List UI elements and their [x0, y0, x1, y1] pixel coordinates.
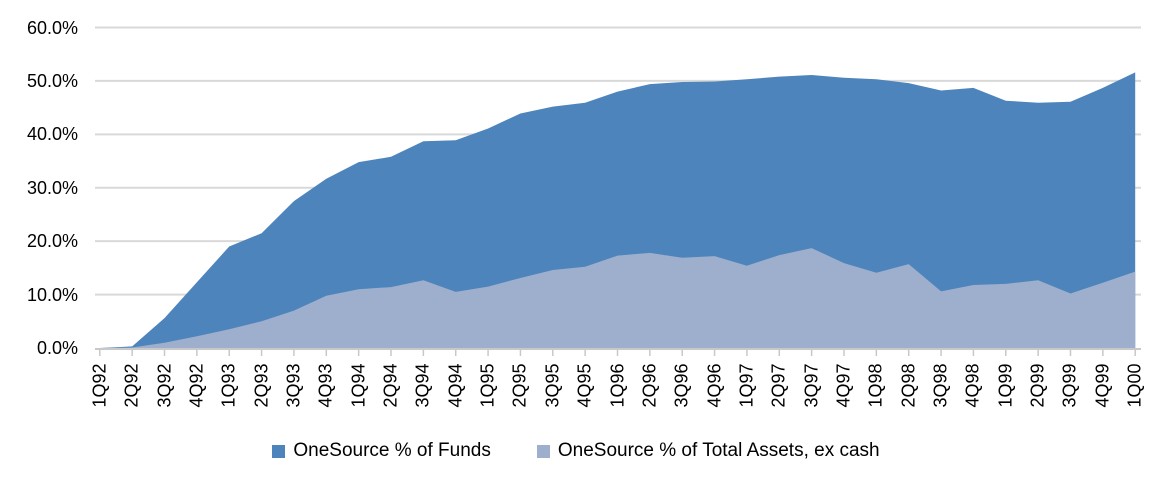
- x-tick-label: 1Q93: [218, 363, 239, 408]
- chart-legend: OneSource % of Funds OneSource % of Tota…: [0, 440, 1152, 462]
- x-tick-label: 3Q97: [801, 363, 822, 408]
- x-tick-label: 1Q97: [736, 363, 757, 408]
- x-tick-label: 4Q92: [186, 363, 207, 408]
- y-tick-label: 50.0%: [26, 70, 78, 91]
- x-tick-label: 4Q93: [315, 363, 336, 408]
- x-tick-label: 4Q96: [704, 363, 725, 408]
- legend-swatch-funds-icon: [272, 444, 286, 458]
- x-tick-label: 3Q96: [671, 363, 692, 408]
- series-area-assets: [99, 248, 1136, 348]
- y-tick-label: 0.0%: [36, 338, 78, 358]
- y-tick-label: 60.0%: [26, 17, 78, 38]
- legend-swatch-assets-icon: [536, 444, 550, 458]
- x-tick-label: 3Q98: [930, 363, 951, 408]
- x-tick-label: 3Q99: [1059, 363, 1080, 408]
- x-tick-label: 1Q00: [1124, 363, 1145, 408]
- x-tick-label: 3Q95: [542, 363, 563, 408]
- x-tick-label: 2Q96: [639, 363, 660, 408]
- y-tick-label: 30.0%: [26, 177, 78, 198]
- y-tick-label: 40.0%: [26, 124, 78, 145]
- y-tick-label: 20.0%: [26, 231, 78, 252]
- x-tick-label: 4Q97: [833, 363, 854, 408]
- x-tick-label: 2Q98: [898, 363, 919, 408]
- x-tick-label: 4Q99: [1092, 363, 1113, 408]
- x-tick-label: 1Q96: [607, 363, 627, 408]
- y-tick-label: 10.0%: [26, 284, 78, 305]
- x-tick-label: 4Q95: [574, 363, 595, 408]
- x-tick-label: 3Q93: [283, 363, 304, 408]
- legend-item-assets: OneSource % of Total Assets, ex cash: [536, 440, 880, 462]
- x-tick-label: 4Q98: [962, 363, 983, 408]
- legend-label-funds: OneSource % of Funds: [293, 440, 491, 461]
- legend-item-funds: OneSource % of Funds: [272, 440, 491, 462]
- x-tick-label: 2Q93: [251, 363, 272, 408]
- legend-label-assets: OneSource % of Total Assets, ex cash: [557, 440, 880, 461]
- x-tick-label: 2Q95: [509, 363, 530, 408]
- x-tick-label: 3Q94: [412, 363, 433, 408]
- x-tick-label: 1Q95: [477, 363, 498, 408]
- x-tick-label: 3Q92: [154, 363, 174, 408]
- x-tick-label: 1Q99: [995, 363, 1016, 408]
- x-tick-label: 1Q92: [89, 363, 110, 408]
- x-tick-label: 1Q98: [865, 363, 886, 408]
- x-tick-label: 2Q99: [1027, 363, 1048, 408]
- x-tick-label: 2Q92: [121, 363, 142, 408]
- x-tick-label: 1Q94: [348, 363, 369, 408]
- x-tick-label: 2Q94: [380, 363, 401, 408]
- x-tick-label: 2Q97: [768, 363, 789, 408]
- x-tick-label: 4Q94: [445, 363, 466, 408]
